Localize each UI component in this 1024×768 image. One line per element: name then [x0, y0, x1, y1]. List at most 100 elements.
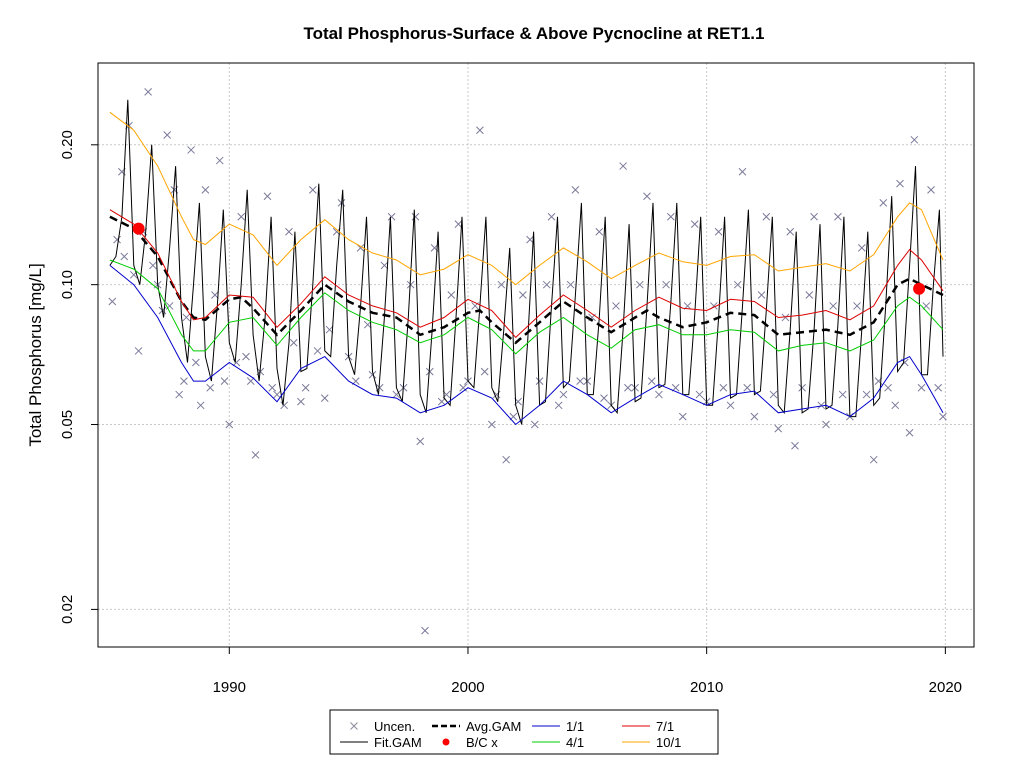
observation-point — [786, 227, 795, 236]
observation-point — [502, 455, 511, 464]
observation-point — [838, 390, 847, 399]
legend-label: 1/1 — [566, 719, 584, 734]
observation-point — [368, 370, 377, 379]
observation-point — [791, 441, 799, 450]
legend-label: 4/1 — [566, 735, 584, 750]
observation-point — [869, 455, 878, 464]
observation-point — [891, 401, 900, 410]
observation-point — [662, 280, 670, 289]
observation-point — [810, 212, 818, 221]
observation-point — [313, 347, 322, 355]
observation-point — [690, 220, 699, 228]
observation-point — [719, 383, 728, 392]
observation-point — [149, 261, 157, 270]
series-line-101 — [109, 111, 944, 286]
observation-point — [750, 412, 759, 421]
legend-swatch — [350, 722, 358, 730]
observation-point — [547, 212, 556, 221]
observation-point — [635, 280, 644, 289]
observation-point — [576, 377, 585, 385]
observation-point — [182, 313, 191, 322]
observation-point — [733, 280, 742, 289]
observation-point — [714, 227, 723, 236]
observation-point — [380, 261, 389, 270]
observation-point — [187, 146, 195, 154]
x-tick-label: 2000 — [451, 679, 484, 696]
observation-point — [251, 451, 260, 459]
observation-point — [738, 167, 747, 176]
observation-point — [600, 394, 608, 402]
observation-point — [643, 192, 651, 201]
x-tick-label: 2010 — [690, 679, 723, 696]
chart-title: Total Phosphorus-Surface & Above Pycnocl… — [304, 24, 765, 43]
observation-point — [237, 212, 246, 221]
observation-point — [817, 401, 826, 410]
observation-point — [454, 220, 463, 228]
observation-point — [437, 397, 446, 406]
observation-point — [647, 377, 656, 385]
observation-point — [862, 390, 871, 399]
observation-point — [425, 367, 434, 376]
legend-swatch — [442, 738, 450, 746]
observation-point — [497, 280, 506, 289]
observation-point — [301, 383, 310, 392]
observation-point — [297, 397, 305, 406]
observation-point — [624, 383, 632, 392]
observation-point — [416, 437, 425, 446]
observation-point — [619, 162, 627, 170]
observation-point — [519, 291, 527, 299]
observation-point — [695, 390, 704, 399]
observation-point — [476, 126, 484, 135]
observation-point — [934, 383, 943, 392]
bc-point — [132, 222, 145, 235]
observation-point — [559, 390, 568, 399]
observation-point — [678, 412, 687, 421]
observation-point — [595, 227, 604, 236]
observation-point — [108, 297, 117, 306]
legend-label: Avg.GAM — [466, 719, 521, 734]
observation-point — [939, 412, 947, 421]
observation-point — [917, 383, 926, 392]
observation-point — [163, 131, 172, 139]
observation-point — [535, 377, 544, 385]
observation-point — [447, 291, 456, 299]
series-line-avggam — [109, 215, 944, 345]
observation-point — [853, 302, 861, 310]
observation-point — [743, 383, 752, 392]
observation-point — [134, 347, 143, 355]
y-tick-label: 0.20 — [59, 130, 76, 159]
observation-point — [220, 377, 229, 385]
legend-label: Fit.GAM — [374, 735, 422, 750]
observation-point — [726, 401, 735, 410]
observation-point — [769, 390, 778, 399]
observation-point — [774, 424, 783, 433]
observation-point — [144, 88, 152, 96]
observation-point — [215, 156, 224, 165]
observation-point — [192, 358, 200, 367]
observation-point — [196, 401, 205, 410]
observation-point — [822, 420, 830, 429]
observation-point — [113, 235, 121, 244]
observation-point — [896, 179, 904, 188]
observation-point — [526, 235, 534, 244]
observation-point — [884, 383, 892, 392]
observation-point — [320, 394, 329, 402]
legend-box — [329, 709, 719, 755]
observation-point — [667, 212, 675, 221]
observation-point — [834, 212, 842, 221]
observation-point — [273, 390, 281, 399]
legend-label: B/C x — [466, 735, 498, 750]
observation-point — [246, 377, 255, 385]
observation-point — [225, 420, 234, 429]
observation-point — [910, 135, 919, 144]
observation-point — [566, 280, 575, 289]
series-line-11 — [109, 265, 944, 426]
observation-point — [406, 280, 415, 289]
observation-point — [762, 212, 771, 221]
observation-point — [480, 367, 489, 376]
observation-point — [263, 192, 272, 201]
legend-label: Uncen. — [374, 719, 415, 734]
